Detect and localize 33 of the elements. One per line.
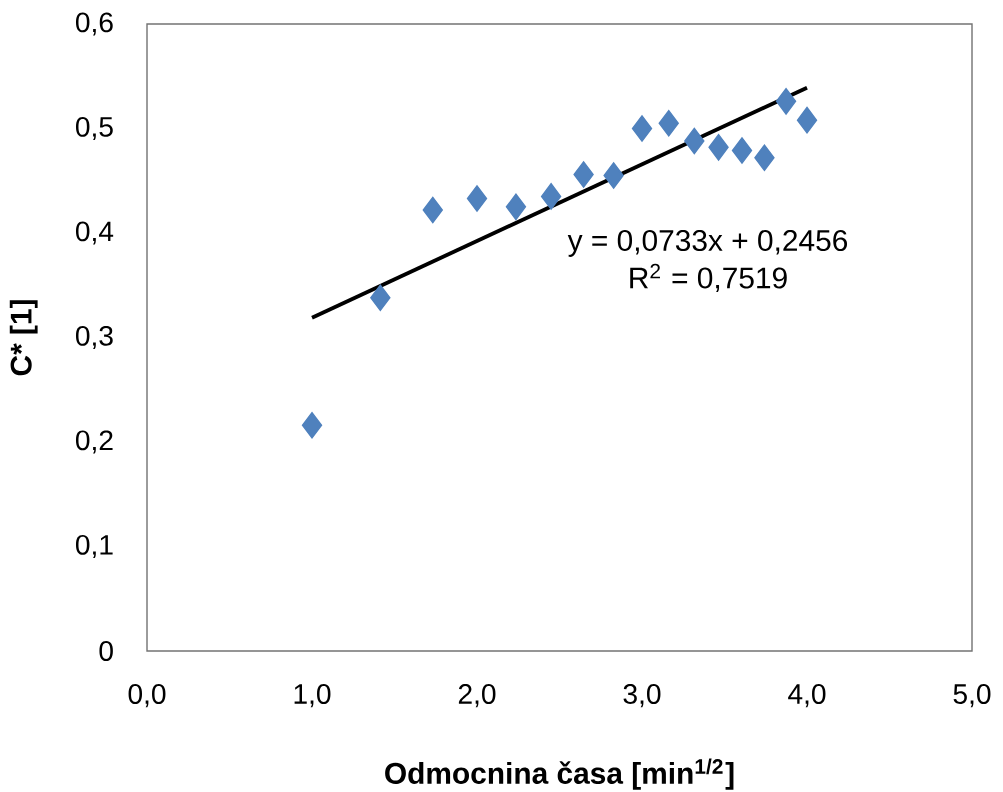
x-tick-label: 2,0 xyxy=(458,684,496,708)
y-tick-label: 0,5 xyxy=(75,116,113,141)
x-tick-label: 4,0 xyxy=(788,684,826,708)
y-tick-label: 0,1 xyxy=(75,534,113,559)
point xyxy=(754,144,775,172)
point xyxy=(540,183,562,210)
point xyxy=(708,133,729,161)
point xyxy=(573,161,594,188)
x-tick-label: 3,0 xyxy=(623,684,661,708)
x-axis-title: Odmocnina časa [min$^{1/2}$] xyxy=(385,758,734,790)
point xyxy=(684,127,705,155)
y-tick-label: 0,2 xyxy=(75,430,113,454)
point xyxy=(775,87,797,115)
annotation: y = 0,0733x + 0,2456 xyxy=(567,229,848,257)
y-axis-title: C* [1] xyxy=(9,300,38,376)
point xyxy=(796,106,818,134)
y-tick-label: 0 xyxy=(99,641,113,661)
point xyxy=(466,185,488,212)
point xyxy=(422,196,443,224)
x-tick-label: 0,0 xyxy=(128,684,166,708)
point xyxy=(631,115,653,142)
y-tick-label: 0,6 xyxy=(75,12,113,36)
point xyxy=(658,109,679,137)
y-tick-label: 0,4 xyxy=(75,221,114,245)
annotation: R$^{2}$ = 0,7519 xyxy=(630,263,787,293)
x-tick-label: 5,0 xyxy=(953,684,991,708)
point xyxy=(603,162,624,189)
point xyxy=(301,411,323,439)
point xyxy=(731,137,753,164)
point xyxy=(505,193,527,221)
point xyxy=(370,284,391,312)
y-tick-label: 0,3 xyxy=(75,325,113,350)
x-tick-label: 1,0 xyxy=(294,684,331,708)
